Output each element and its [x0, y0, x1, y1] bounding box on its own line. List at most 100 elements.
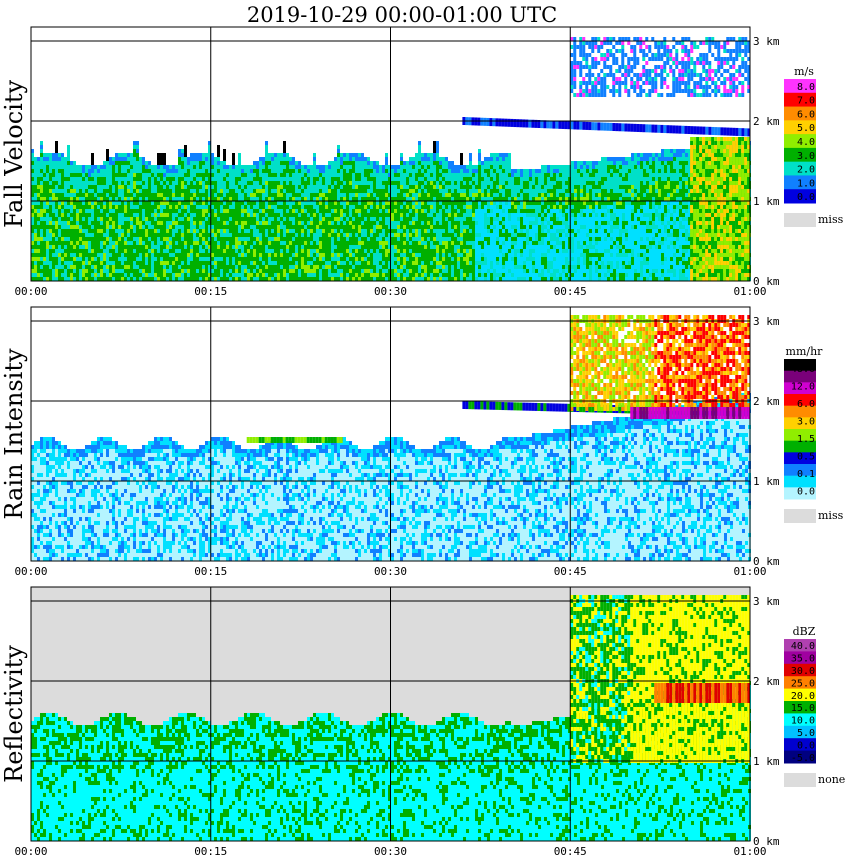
- colorbar-swatch: [784, 663, 816, 677]
- colorbar-label: 8.0: [797, 82, 815, 93]
- y-tick-label: 0 km: [753, 275, 780, 288]
- colorbar-label: 0.1: [797, 469, 815, 480]
- x-tick-label: 00:00: [14, 285, 47, 298]
- x-tick-label: 00:45: [554, 845, 587, 858]
- colorbar-swatch: [784, 651, 816, 665]
- colorbar: dBZ 40.0 35.030.025.0 20.015.0 10.05.00.0 -5.…: [784, 625, 845, 787]
- colorbar-label: 0.0: [797, 486, 815, 497]
- colorbar-swatch: [784, 106, 816, 121]
- colorbar-swatch: [784, 161, 816, 176]
- colorbar-swatch: [784, 92, 816, 108]
- colorbar-label: 35.0: [791, 654, 815, 665]
- colorbar-label: 1.5: [797, 434, 815, 445]
- x-tick-label: 01:00: [733, 845, 766, 858]
- colorbar-swatch: [784, 738, 816, 752]
- colorbar-swatch: [784, 475, 816, 488]
- colorbar-label: 0.0: [797, 740, 815, 751]
- colorbar-swatch: [784, 417, 816, 430]
- colorbar-swatch: [784, 440, 816, 453]
- colorbar-label: 6.0: [797, 109, 815, 120]
- colorbar-swatch: [784, 189, 816, 204]
- colorbar-swatch: [784, 676, 816, 690]
- colorbar-label: 15.0: [791, 703, 815, 714]
- colorbar-label: 10.0: [791, 716, 815, 727]
- colorbar-swatch: [784, 639, 816, 652]
- colorbar-swatch: [784, 79, 816, 94]
- y-tick-label: 3 km: [753, 315, 780, 328]
- colorbar-label: 0.5: [797, 451, 815, 462]
- colorbar-label: 6.0: [797, 399, 815, 410]
- x-tick-label: 00:00: [14, 565, 47, 578]
- x-tick-label: 00:45: [554, 565, 587, 578]
- colorbar-missing-label: miss: [818, 509, 844, 522]
- colorbar-swatch: [784, 713, 816, 727]
- grid: [31, 587, 750, 841]
- heatmap-cells: [31, 37, 751, 281]
- y-tick-label: 1 km: [753, 755, 780, 768]
- colorbar-swatch: [784, 750, 816, 764]
- y-tick-label: 3 km: [753, 595, 780, 608]
- x-tick-label: 00:15: [194, 845, 227, 858]
- colorbar-missing-swatch: [784, 213, 816, 227]
- colorbar-swatch: [784, 382, 816, 395]
- colorbar-swatch: [784, 429, 816, 442]
- colorbar-missing-label: none: [818, 773, 845, 786]
- x-tick-label: 01:00: [733, 565, 766, 578]
- colorbar-label: 12.0: [791, 381, 815, 392]
- colorbar-swatch: [784, 701, 816, 714]
- colorbar-swatch: [784, 394, 816, 407]
- figure-title: 2019-10-29 00:00-01:00 UTC: [247, 3, 557, 27]
- colorbar-label: 40.0: [791, 641, 815, 652]
- colorbar-label: 48.0: [791, 364, 815, 375]
- colorbar-unit: m/s: [794, 65, 814, 78]
- panel-title: Reflectivity: [0, 645, 28, 783]
- colorbar-swatch: [784, 175, 816, 190]
- colorbar-label: 4.0: [797, 137, 815, 148]
- colorbar-unit: mm/hr: [786, 345, 824, 358]
- panel-title: Rain Intensity: [0, 348, 28, 520]
- colorbar-swatch: [784, 370, 816, 383]
- y-tick-label: 1 km: [753, 195, 780, 208]
- colorbar-swatch: [784, 688, 816, 702]
- plot-frame: [30, 306, 751, 562]
- colorbar-label: -5.0: [791, 753, 815, 764]
- x-tick-label: 00:00: [14, 845, 47, 858]
- colorbar-label: 2.0: [797, 165, 815, 176]
- grid: [31, 307, 750, 561]
- colorbar-label: 5.0: [797, 728, 815, 739]
- y-tick-label: 3 km: [753, 35, 780, 48]
- plot-frame: [30, 26, 751, 282]
- panel-3: Reflectivity 00:00 00:15 00:30 00:45 01:000 k…: [0, 586, 845, 858]
- colorbar-swatch: [784, 405, 816, 418]
- x-tick-label: 00:30: [374, 845, 407, 858]
- colorbar-label: 7.0: [797, 96, 815, 107]
- colorbar-label: 3.0: [797, 416, 815, 427]
- x-tick-label: 00:15: [194, 285, 227, 298]
- colorbar-label: 5.0: [797, 123, 815, 134]
- colorbar-label: 1.0: [797, 178, 815, 189]
- colorbar-missing-swatch: [784, 509, 816, 523]
- colorbar-label: 25.0: [791, 678, 815, 689]
- colorbar-swatch: [784, 464, 816, 477]
- y-tick-label: 1 km: [753, 475, 780, 488]
- heatmap-cells: [31, 315, 751, 561]
- colorbar-missing-label: miss: [818, 213, 844, 226]
- colorbar-label: 30.0: [791, 666, 815, 677]
- colorbar-missing-swatch: [784, 773, 816, 787]
- grid: [31, 27, 750, 281]
- y-tick-label: 0 km: [753, 835, 780, 848]
- plot-frame: [30, 586, 751, 842]
- colorbar-swatch: [784, 120, 816, 135]
- y-tick-label: 2 km: [753, 675, 780, 688]
- y-tick-label: 0 km: [753, 555, 780, 568]
- colorbar-unit: dBZ: [793, 625, 816, 638]
- colorbar-swatch: [784, 725, 816, 739]
- panel-1: Fall Velocity 00:00 00:15 00:30 00:45 01:000 …: [0, 26, 844, 298]
- y-tick-label: 2 km: [753, 115, 780, 128]
- x-tick-label: 00:45: [554, 285, 587, 298]
- colorbar-swatch: [784, 452, 816, 465]
- x-tick-label: 00:30: [374, 285, 407, 298]
